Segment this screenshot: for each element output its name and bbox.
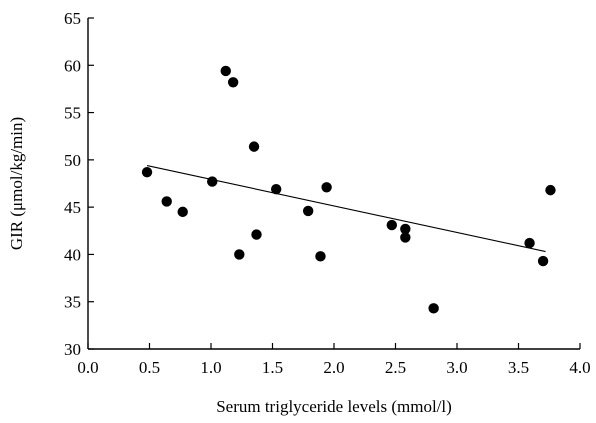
data-point (207, 176, 218, 187)
x-tick-label: 2.5 (385, 358, 406, 377)
regression-line (146, 164, 546, 253)
data-point (270, 183, 282, 195)
data-point (220, 65, 231, 77)
data-point (321, 182, 332, 193)
data-point (248, 141, 260, 152)
data-point (545, 184, 556, 196)
x-tick-label: 3.0 (446, 358, 467, 377)
x-axis-title: Serum triglyceride levels (mmol/l) (216, 397, 452, 416)
y-tick-label: 60 (64, 56, 81, 75)
data-point (315, 251, 326, 262)
x-tick-label: 0.0 (77, 358, 98, 377)
data-points (141, 65, 556, 314)
x-tick-label: 2.0 (323, 358, 344, 377)
data-point (227, 77, 239, 88)
data-point (400, 223, 411, 235)
data-point (524, 237, 535, 249)
data-point (141, 166, 153, 178)
data-point (234, 249, 245, 260)
y-tick-label: 40 (64, 245, 81, 264)
y-tick-label: 55 (64, 104, 81, 123)
x-tick-label: 0.5 (139, 358, 160, 377)
data-point (161, 196, 172, 207)
data-point (302, 205, 314, 217)
x-tick-label: 4.0 (569, 358, 590, 377)
axes (87, 18, 580, 350)
y-tick-label: 50 (64, 151, 81, 170)
y-tick-label: 45 (64, 198, 81, 217)
data-point (428, 303, 439, 314)
y-tick-label: 35 (64, 293, 81, 312)
y-axis-title: GIR (μmol/kg/min) (7, 117, 26, 250)
y-tick-label: 65 (64, 9, 81, 28)
x-tick-labels: 0.0 0.5 1.0 1.5 2.0 2.5 3.0 3.5 4.0 (77, 358, 590, 377)
data-point (537, 255, 549, 267)
y-tick-label: 30 (64, 340, 81, 359)
data-point (386, 219, 398, 231)
data-point (177, 206, 188, 218)
x-tick-label: 1.5 (262, 358, 283, 377)
trendline-group (146, 164, 546, 253)
y-tick-labels: 30 35 40 45 50 55 60 65 (64, 9, 81, 359)
data-point (400, 232, 411, 243)
x-tick-label: 3.5 (508, 358, 529, 377)
tick-marks (87, 17, 581, 350)
data-point (251, 229, 262, 240)
x-tick-label: 1.0 (200, 358, 221, 377)
